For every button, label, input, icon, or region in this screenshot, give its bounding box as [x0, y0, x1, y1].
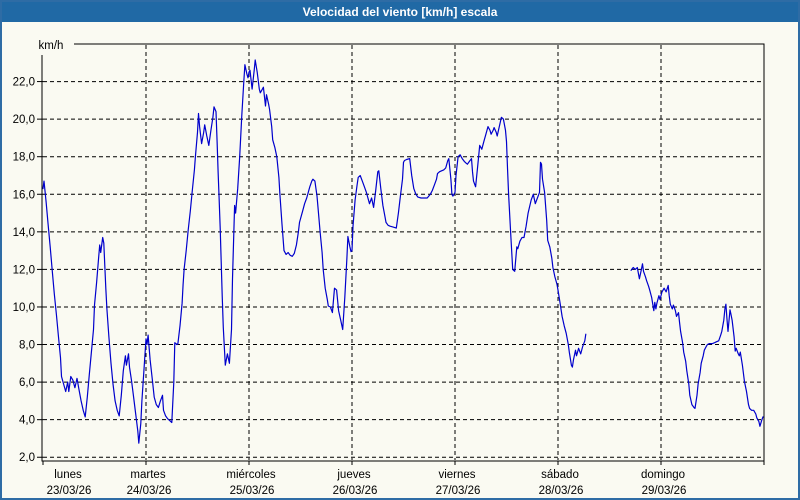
day-date-label: 24/03/26 — [127, 485, 172, 497]
title-bar: Velocidad del viento [km/h] escala — [2, 2, 798, 22]
day-name-label: jueves — [336, 469, 370, 481]
y-tick-label: 8,0 — [19, 340, 35, 352]
wind-speed-line-segment — [42, 59, 587, 444]
y-tick-label: 2,0 — [19, 452, 35, 464]
y-axis-unit-label: km/h — [28, 38, 74, 55]
y-tick-label: 16,0 — [13, 189, 35, 201]
day-date-label: 29/03/26 — [642, 485, 687, 497]
window-title: Velocidad del viento [km/h] escala — [302, 5, 498, 19]
y-tick-label: 4,0 — [19, 415, 35, 427]
day-name-label: martes — [130, 469, 165, 481]
day-name-label: domingo — [641, 469, 685, 481]
day-name-label: viernes — [438, 469, 475, 481]
day-date-label: 25/03/26 — [230, 485, 275, 497]
y-tick-label: 20,0 — [13, 114, 35, 126]
day-name-label: miércoles — [226, 469, 275, 481]
wind-speed-line-segment — [630, 263, 764, 427]
day-date-label: 23/03/26 — [47, 485, 92, 497]
day-date-label: 28/03/26 — [539, 485, 584, 497]
y-tick-label: 6,0 — [19, 377, 35, 389]
y-tick-label: 14,0 — [13, 227, 35, 239]
y-tick-label: 12,0 — [13, 264, 35, 276]
day-date-label: 26/03/26 — [333, 485, 378, 497]
day-date-label: 27/03/26 — [436, 485, 481, 497]
y-tick-label: 22,0 — [13, 77, 35, 89]
day-name-label: lunes — [54, 469, 82, 481]
y-tick-label: 18,0 — [13, 152, 35, 164]
y-tick-label: 10,0 — [13, 302, 35, 314]
plot-frame — [41, 43, 765, 462]
day-name-label: sábado — [541, 469, 579, 481]
